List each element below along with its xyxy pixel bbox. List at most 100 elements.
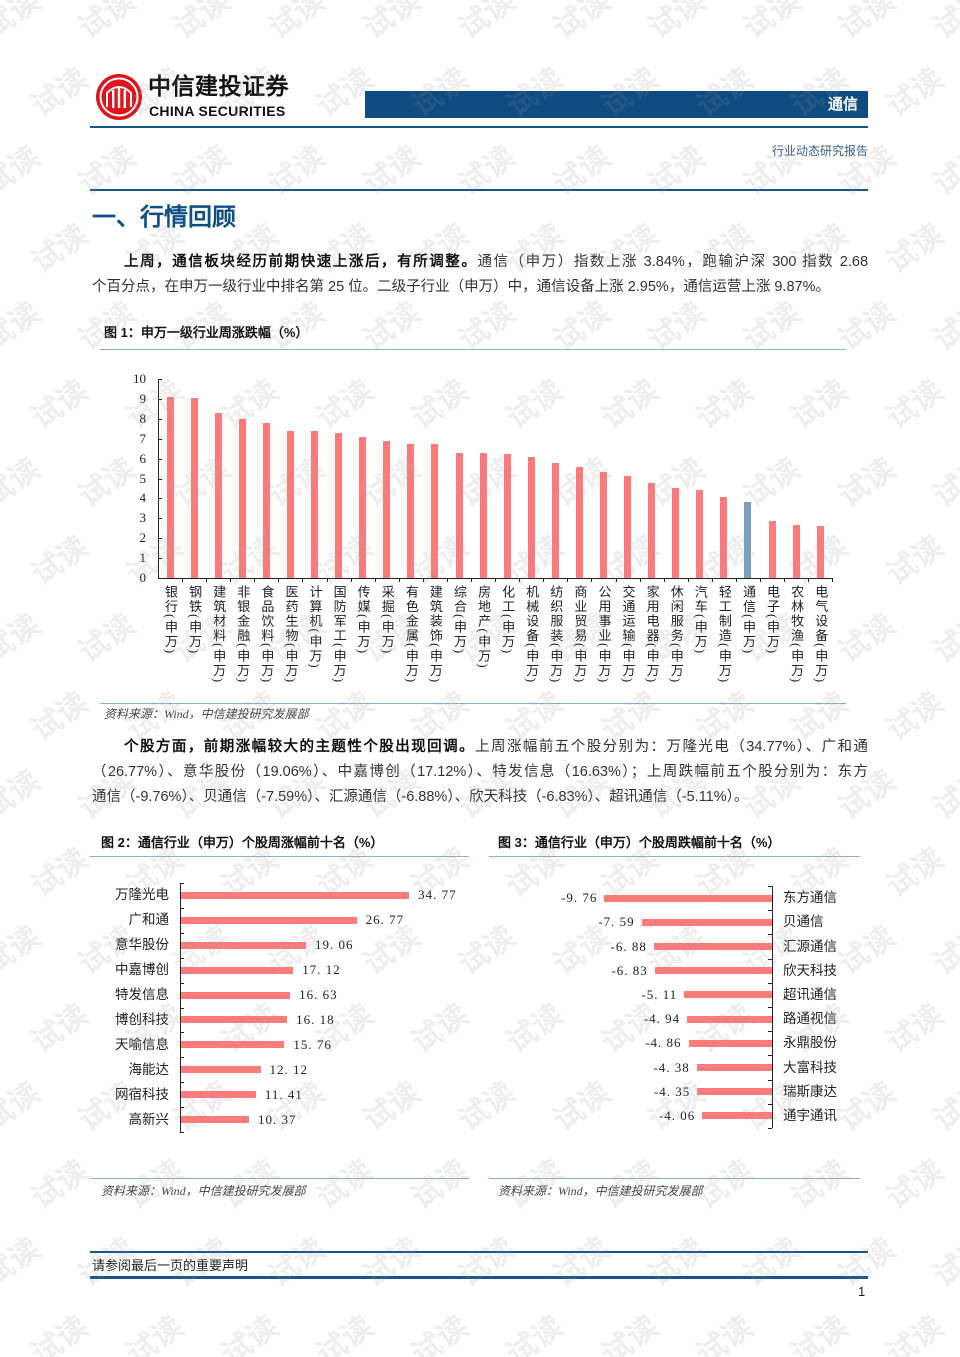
stock-name: 特发信息 bbox=[115, 987, 169, 1003]
watermark-text: 试读 bbox=[262, 1232, 332, 1294]
bar-13[interactable] bbox=[479, 453, 487, 578]
bar-5[interactable] bbox=[687, 1015, 772, 1023]
y-tick bbox=[180, 1082, 184, 1084]
stock-name: 万隆光电 bbox=[115, 887, 169, 903]
y-tick bbox=[180, 1007, 184, 1009]
bar-15[interactable] bbox=[527, 457, 535, 578]
value-label: 12. 12 bbox=[269, 1061, 308, 1077]
bar-7[interactable] bbox=[181, 1066, 261, 1074]
watermark-text: 试读 bbox=[25, 998, 95, 1060]
bar-9[interactable] bbox=[383, 441, 391, 578]
bar-12[interactable] bbox=[455, 453, 463, 578]
stock-name: 广和通 bbox=[128, 912, 170, 928]
value-label: -4. 35 bbox=[653, 1083, 691, 1099]
watermark-text: 试读 bbox=[690, 374, 760, 436]
bar-2[interactable] bbox=[181, 941, 307, 949]
bar-1[interactable] bbox=[190, 397, 198, 578]
y-tick bbox=[180, 1032, 184, 1034]
sector-banner: 通信 bbox=[365, 91, 868, 118]
x-tick bbox=[495, 578, 497, 582]
y-tick bbox=[768, 958, 772, 960]
x-tick bbox=[687, 578, 689, 582]
watermark-text: 试读 bbox=[452, 920, 522, 982]
watermark-text: 试读 bbox=[167, 1076, 237, 1138]
bar-5[interactable] bbox=[286, 430, 294, 578]
bar-0[interactable] bbox=[166, 397, 174, 578]
watermark-text: 试读 bbox=[547, 0, 617, 46]
bar-2[interactable] bbox=[653, 943, 772, 950]
bar-14[interactable] bbox=[503, 454, 511, 578]
bar-3[interactable] bbox=[238, 419, 246, 578]
watermark-text: 试读 bbox=[120, 1154, 190, 1216]
watermark-text: 试读 bbox=[642, 0, 712, 46]
bar-8[interactable] bbox=[181, 1091, 256, 1099]
bar-16[interactable] bbox=[551, 463, 559, 578]
watermark-text: 试读 bbox=[0, 296, 47, 358]
bar-3[interactable] bbox=[181, 966, 294, 974]
value-label: 10. 37 bbox=[258, 1111, 297, 1127]
bar-1[interactable] bbox=[181, 916, 357, 924]
bar-9[interactable] bbox=[702, 1112, 772, 1120]
bar-1[interactable] bbox=[641, 918, 772, 926]
bar-8[interactable] bbox=[359, 436, 367, 578]
category-label: 家用电器(申万) bbox=[644, 585, 660, 684]
bar-4[interactable] bbox=[181, 991, 291, 999]
bar-17[interactable] bbox=[575, 467, 583, 578]
bar-4[interactable] bbox=[262, 423, 270, 578]
bar-24[interactable] bbox=[744, 501, 752, 578]
watermark-text: 试读 bbox=[927, 1232, 960, 1294]
watermark-text: 试读 bbox=[405, 1154, 475, 1216]
y-axis bbox=[772, 886, 773, 1128]
category-label: 公用事业(申万) bbox=[596, 585, 612, 684]
bar-6[interactable] bbox=[311, 431, 319, 578]
figure1-title-rule bbox=[100, 349, 846, 350]
bar-3[interactable] bbox=[654, 967, 772, 975]
stock-name: 欣天科技 bbox=[783, 962, 837, 978]
y-tick-label: 6 bbox=[139, 450, 147, 466]
bar-26[interactable] bbox=[792, 525, 800, 578]
bar-10[interactable] bbox=[407, 443, 415, 578]
bar-18[interactable] bbox=[599, 472, 607, 578]
bar-6[interactable] bbox=[688, 1039, 772, 1047]
bar-8[interactable] bbox=[697, 1088, 772, 1096]
watermark-text: 试读 bbox=[500, 998, 570, 1060]
bar-6[interactable] bbox=[181, 1041, 285, 1049]
bar-5[interactable] bbox=[181, 1016, 288, 1024]
value-label: 34. 77 bbox=[418, 887, 457, 903]
bar-2[interactable] bbox=[214, 412, 222, 578]
watermark-text: 试读 bbox=[452, 1076, 522, 1138]
watermark-text: 试读 bbox=[0, 920, 47, 982]
watermark-text: 试读 bbox=[832, 608, 902, 670]
category-label: 轻工制造(申万) bbox=[716, 585, 732, 684]
bar-23[interactable] bbox=[720, 496, 728, 578]
paragraph2-lead: 个股方面，前期涨幅较大的主题性个股出现回调。 bbox=[124, 739, 476, 755]
watermark-text: 试读 bbox=[25, 530, 95, 592]
bar-25[interactable] bbox=[768, 521, 776, 578]
watermark-text: 试读 bbox=[595, 1310, 665, 1357]
bar-22[interactable] bbox=[696, 490, 704, 578]
paragraph2-line2: （26.77%）、意华股份（19.06%）、中嘉博创（17.12%）、特发信息（… bbox=[92, 764, 868, 780]
bar-7[interactable] bbox=[696, 1064, 772, 1071]
y-tick bbox=[768, 1007, 772, 1008]
watermark-text: 试读 bbox=[547, 140, 617, 202]
x-tick bbox=[735, 578, 737, 582]
bar-27[interactable] bbox=[816, 526, 824, 578]
footer-disclaimer[interactable]: 请参阅最后一页的重要声明 bbox=[92, 1258, 249, 1273]
bar-11[interactable] bbox=[431, 444, 439, 578]
x-tick bbox=[446, 578, 448, 582]
x-tick bbox=[567, 578, 569, 582]
y-tick bbox=[180, 957, 184, 959]
value-label: 17. 12 bbox=[302, 962, 341, 978]
bar-0[interactable] bbox=[181, 891, 410, 899]
bar-4[interactable] bbox=[684, 991, 772, 999]
bar-7[interactable] bbox=[335, 433, 343, 578]
watermark-text: 试读 bbox=[832, 0, 902, 46]
y-tick bbox=[180, 1057, 184, 1059]
y-tick bbox=[768, 1079, 772, 1081]
bar-0[interactable] bbox=[604, 894, 772, 902]
bar-20[interactable] bbox=[648, 483, 656, 578]
bar-19[interactable] bbox=[624, 475, 632, 578]
bar-21[interactable] bbox=[672, 488, 680, 578]
y-tick bbox=[180, 1132, 184, 1133]
bar-9[interactable] bbox=[181, 1116, 250, 1124]
